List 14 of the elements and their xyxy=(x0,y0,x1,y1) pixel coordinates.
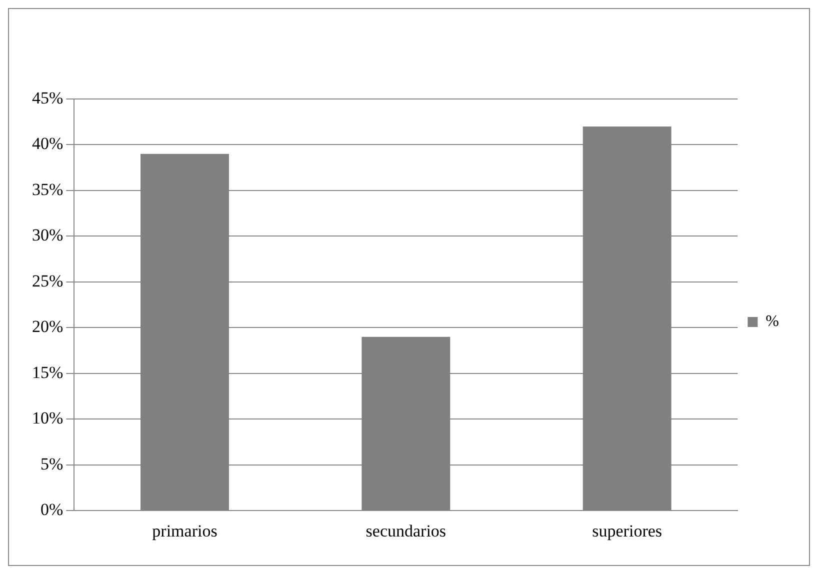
y-tick-label: 25% xyxy=(32,271,64,290)
y-tick-label: 40% xyxy=(32,134,64,154)
y-tick-label: 5% xyxy=(40,454,64,474)
y-tick-label: 45% xyxy=(32,88,64,108)
x-tick-label: superiores xyxy=(592,521,662,540)
x-tick-label: secundarios xyxy=(366,521,446,540)
legend-label: % xyxy=(766,313,779,330)
y-tick-label: 20% xyxy=(32,317,64,336)
y-tick-label: 15% xyxy=(32,362,64,382)
y-tick-label: 35% xyxy=(32,180,64,199)
y-tick-label: 10% xyxy=(32,408,64,428)
y-tick-label: 30% xyxy=(32,226,64,245)
y-tick-label: 0% xyxy=(40,500,64,520)
x-tick-label: primarios xyxy=(152,521,218,540)
